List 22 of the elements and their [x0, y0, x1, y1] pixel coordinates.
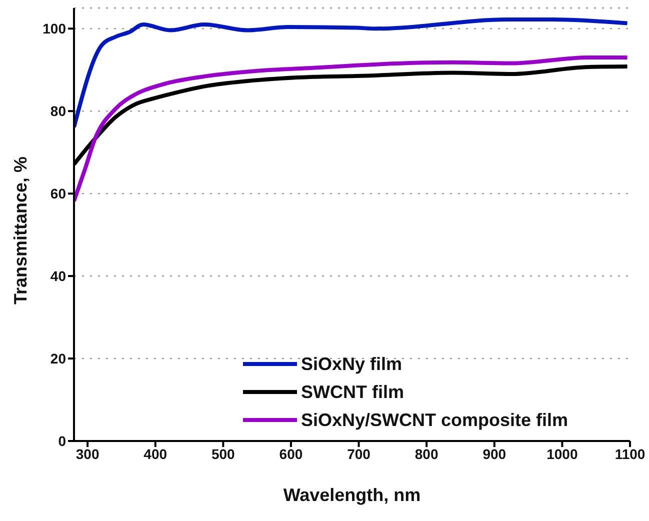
- x-axis-title: Wavelength, nm: [283, 485, 421, 505]
- x-tick-label: 500: [211, 446, 236, 462]
- x-tick-label: 1000: [546, 446, 578, 462]
- y-axis-title: Transmittance, %: [10, 156, 30, 304]
- x-tick-label: 1100: [614, 446, 646, 462]
- y-tick-label: 0: [58, 432, 66, 449]
- line-series: [74, 18, 630, 130]
- y-tick-label: 60: [50, 186, 66, 202]
- y-tick-label: 100: [42, 20, 66, 37]
- legend-label: SiOxNy/SWCNT composite film: [301, 410, 568, 430]
- x-tick-label: 300: [76, 446, 100, 462]
- x-tick-label: 800: [414, 446, 438, 462]
- y-tick-label: 80: [50, 103, 66, 120]
- x-tick-label: 900: [482, 446, 506, 462]
- x-tick-label: 600: [279, 446, 303, 462]
- y-tick-label: 40: [50, 268, 66, 284]
- x-tick-label: 400: [144, 446, 168, 462]
- legend-label: SiOxNy film: [301, 354, 402, 374]
- x-tick-label: 700: [347, 446, 371, 462]
- legend-label: SWCNT film: [301, 382, 404, 402]
- line-series: [74, 55, 630, 203]
- y-tick-label: 20: [50, 350, 66, 366]
